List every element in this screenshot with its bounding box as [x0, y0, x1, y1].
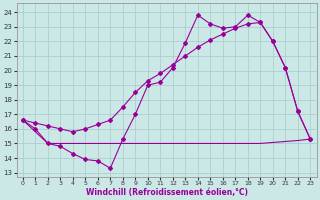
X-axis label: Windchill (Refroidissement éolien,°C): Windchill (Refroidissement éolien,°C)	[85, 188, 248, 197]
